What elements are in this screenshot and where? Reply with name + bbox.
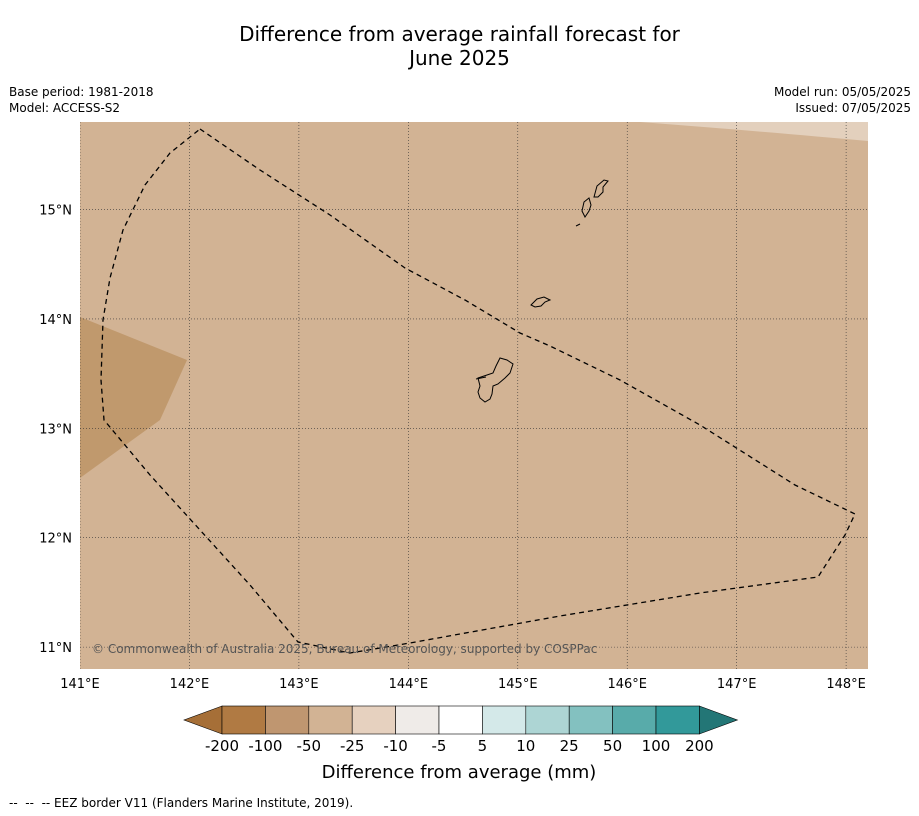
guam-island [477,357,514,403]
colorbar-min-arrow [183,705,223,735]
tinian-island [581,197,592,218]
lat-tick-label: 12°N [39,532,72,547]
lon-tick-label: 148°E [826,677,866,692]
title-line-1: Difference from average rainfall forecas… [239,22,680,46]
colorbar-tick-label: -25 [340,737,365,755]
colorbar-title: Difference from average (mm) [322,762,597,783]
colorbar-tick-label: 200 [685,737,714,755]
model-run: Model run: 05/05/2025 [773,85,911,99]
lon-tick-label: 141°E [60,677,100,692]
lon-tick-label: 142°E [170,677,210,692]
lat-tick-label: 13°N [39,422,72,437]
colorbar-swatch [308,705,353,735]
colorbar-tick-label: -100 [248,737,282,755]
lat-tick-label: 15°N [39,204,72,219]
colorbar-tick-label: -50 [297,737,322,755]
colorbar-tick-label: -10 [383,737,408,755]
meta-left: Base period: 1981-2018 Model: ACCESS-S2 [9,84,154,116]
lon-tick-label: 145°E [498,677,538,692]
colorbar-tick-label: -5 [432,737,447,755]
saipan-island [593,179,609,198]
lon-tick-label: 143°E [279,677,319,692]
latitude-labels: 15°N 14°N 13°N 12°N 11°N [39,204,72,657]
guam-peninsula [475,376,487,380]
longitude-labels: 141°E 142°E 143°E 144°E 145°E 146°E 147°E 148°E [60,677,866,692]
colorbar-tick-label: -200 [205,737,239,755]
colorbar-swatch [525,705,570,735]
colorbar-tick-label: 50 [603,737,622,755]
lon-tick-label: 147°E [717,677,757,692]
colorbar-swatch [612,705,657,735]
issued-date: Issued: 07/05/2025 [795,101,911,115]
colorbar-tick-label: 10 [516,737,535,755]
rota-island [530,296,552,308]
colorbar-swatch [655,705,700,735]
colorbar-tick-label: 100 [642,737,671,755]
chart-title: Difference from average rainfall forecas… [0,22,919,70]
colorbar-swatch [221,705,266,735]
eez-legend-footer: -- -- -- EEZ border V11 (Flanders Marine… [9,796,354,810]
lat-tick-label: 14°N [39,313,72,328]
colorbar-swatch [438,705,483,735]
colorbar: -200 -100 -50 -25 -10 -5 5 10 25 50 100 200 [183,705,739,755]
model-name: Model: ACCESS-S2 [9,101,121,115]
lat-tick-label: 11°N [39,641,72,656]
colorbar-swatch [482,705,527,735]
title-line-2: June 2025 [409,46,510,70]
rainfall-base-field [80,122,868,669]
copyright-notice: © Commonwealth of Australia 2025, Bureau… [92,642,597,656]
wetter-rainfall-patch [640,122,868,141]
gridlines [80,122,868,669]
aguijan-island [575,223,581,227]
lon-tick-label: 146°E [607,677,647,692]
colorbar-swatch [351,705,396,735]
colorbar-swatch [395,705,440,735]
colorbar-swatch [265,705,310,735]
colorbar-swatch [568,705,613,735]
lon-tick-label: 144°E [389,677,429,692]
colorbar-max-arrow [699,705,739,735]
meta-right: Model run: 05/05/2025 Issued: 07/05/2025 [774,84,911,116]
colorbar-tick-label: 5 [478,737,488,755]
drier-rainfall-patch [80,317,187,478]
colorbar-tick-label: 25 [560,737,579,755]
map-area: © Commonwealth of Australia 2025, Bureau… [80,122,868,669]
base-period: Base period: 1981-2018 [9,85,154,99]
